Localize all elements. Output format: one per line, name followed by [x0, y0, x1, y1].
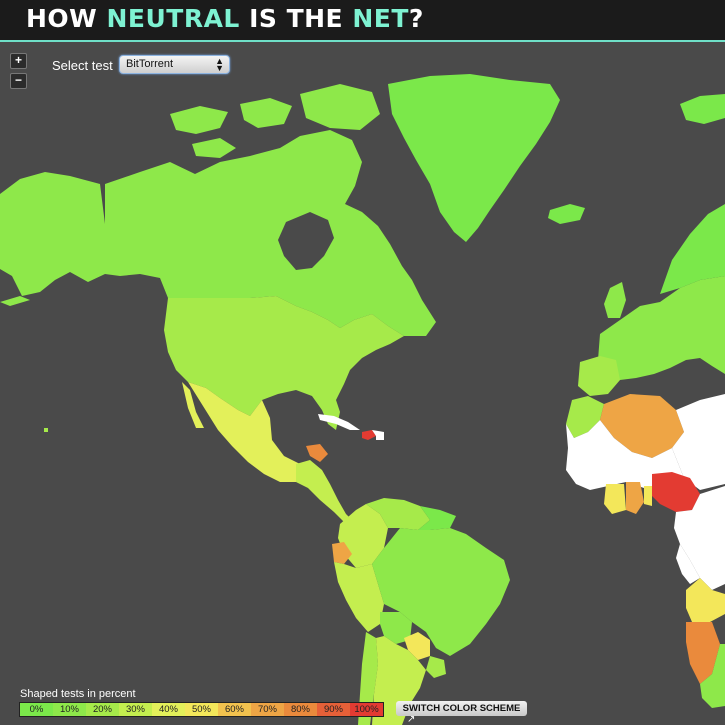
region-hawaii: [44, 428, 48, 432]
region-chile[interactable]: [358, 632, 378, 725]
region-honduras[interactable]: [306, 444, 328, 462]
region-alaska[interactable]: [0, 172, 105, 296]
cursor-icon: ↗: [407, 714, 416, 725]
page-title: HOW NEUTRAL IS THE NET?: [26, 4, 424, 33]
region-central-america[interactable]: [296, 460, 354, 522]
region-central-africa[interactable]: [674, 486, 725, 590]
switch-color-scheme-button[interactable]: SWITCH COLOR SCHEME: [396, 701, 527, 716]
legend-bin: 20%: [86, 703, 119, 716]
legend-bin: 40%: [152, 703, 185, 716]
world-map[interactable]: [0, 44, 725, 725]
region-ghana[interactable]: [626, 482, 644, 514]
title-part: IS THE: [239, 4, 353, 33]
region-namibia[interactable]: [686, 622, 720, 684]
region-uruguay[interactable]: [426, 656, 446, 678]
color-legend: 0% 10% 20% 30% 40% 50% 60% 70% 80% 90% 100%: [19, 702, 384, 717]
legend-bin: 100%: [350, 703, 383, 716]
title-part: HOW: [26, 4, 107, 33]
region-south-africa[interactable]: [700, 644, 725, 708]
region-scandinavia[interactable]: [660, 204, 725, 294]
legend-bin: 30%: [119, 703, 152, 716]
region-algeria[interactable]: [600, 394, 684, 458]
region-ivory-coast[interactable]: [604, 484, 626, 514]
legend-bin: 50%: [185, 703, 218, 716]
select-test-label: Select test: [52, 58, 113, 73]
hudson-bay: [278, 212, 334, 270]
region-morocco[interactable]: [566, 396, 604, 438]
legend-bin: 0%: [20, 703, 53, 716]
test-select-dropdown[interactable]: BitTorrent ▲ ▼: [119, 55, 230, 74]
region-canada[interactable]: [105, 130, 436, 336]
legend-bin: 70%: [251, 703, 284, 716]
region-congo[interactable]: [676, 544, 700, 584]
zoom-in-button[interactable]: +: [10, 53, 27, 69]
region-paraguay[interactable]: [404, 632, 430, 660]
region-europe[interactable]: [598, 276, 725, 380]
region-north-africa[interactable]: [672, 394, 725, 490]
legend-bin: 60%: [218, 703, 251, 716]
region-iberia[interactable]: [578, 356, 620, 396]
legend-bin: 90%: [317, 703, 350, 716]
test-select-value: BitTorrent: [126, 58, 174, 70]
region-bolivia[interactable]: [380, 612, 412, 644]
region-argentina[interactable]: [372, 636, 426, 725]
region-greenland[interactable]: [388, 74, 560, 242]
region-cuba[interactable]: [318, 414, 360, 430]
header-bar: HOW NEUTRAL IS THE NET?: [0, 0, 725, 42]
region-ecuador[interactable]: [332, 542, 352, 564]
region-arctic-europe: [680, 94, 725, 124]
region-brazil[interactable]: [372, 528, 510, 656]
region-guyanas[interactable]: [418, 506, 456, 530]
region-uk[interactable]: [604, 282, 626, 318]
updown-arrow-icon: ▲ ▼: [215, 56, 224, 73]
title-part: NEUTRAL: [106, 4, 240, 33]
region-florida: [318, 394, 340, 430]
region-angola[interactable]: [686, 578, 725, 622]
region-arctic-islands: [170, 84, 380, 158]
zoom-out-button[interactable]: −: [10, 73, 27, 89]
region-iceland[interactable]: [548, 204, 585, 224]
region-united-states[interactable]: [164, 296, 404, 416]
legend-bin: 80%: [284, 703, 317, 716]
title-part: NET: [352, 4, 409, 33]
region-aleutians: [0, 296, 30, 306]
legend-title: Shaped tests in percent: [20, 688, 136, 700]
region-benin[interactable]: [644, 486, 652, 506]
region-nigeria[interactable]: [652, 472, 700, 512]
region-venezuela[interactable]: [366, 498, 430, 530]
region-mexico[interactable]: [182, 382, 300, 482]
title-part: ?: [408, 4, 424, 33]
region-peru[interactable]: [334, 562, 384, 632]
region-dominican-republic[interactable]: [372, 430, 384, 440]
region-hispaniola[interactable]: [362, 430, 376, 440]
legend-bin: 10%: [53, 703, 86, 716]
